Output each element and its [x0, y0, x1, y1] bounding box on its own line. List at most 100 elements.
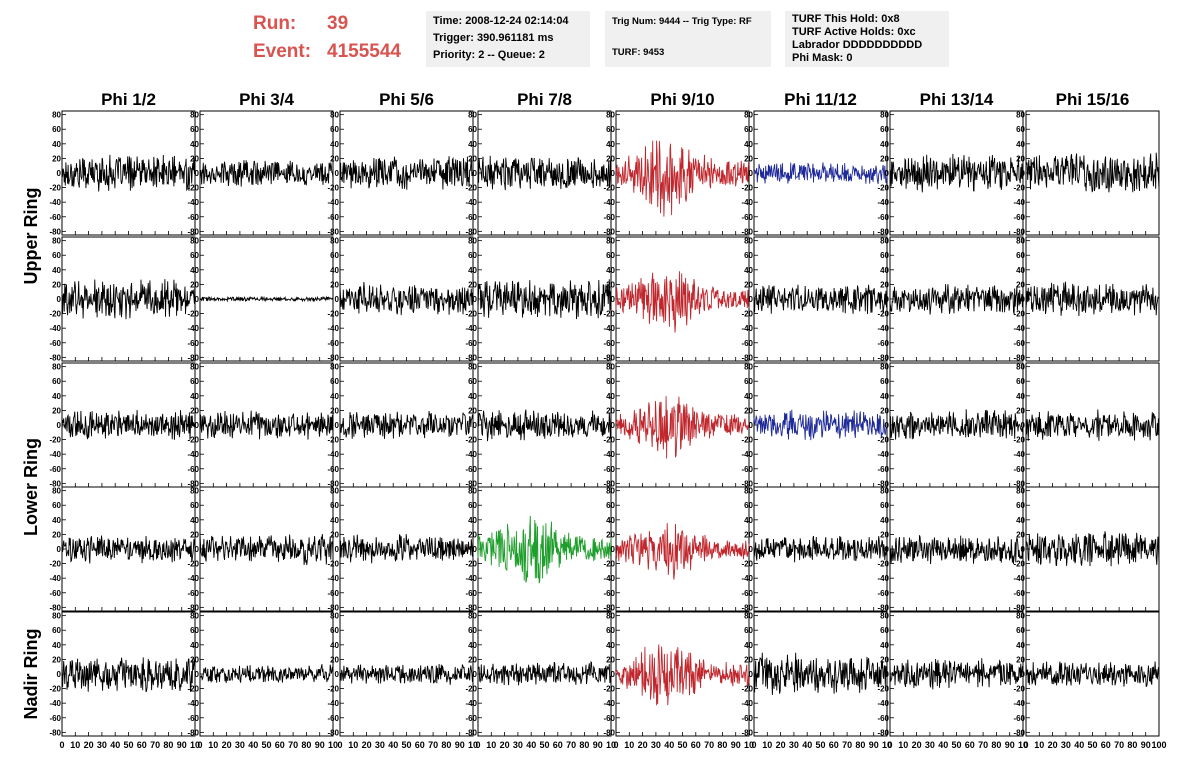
y-tick-label: 60 — [52, 377, 61, 386]
y-tick-label: -20 — [465, 560, 477, 569]
y-tick-label: -80 — [1013, 353, 1025, 362]
ring-label: Nadir Ring — [21, 628, 41, 719]
x-tick-label: 40 — [248, 740, 258, 750]
y-tick-label: 40 — [330, 392, 339, 401]
y-tick-label: -40 — [49, 198, 61, 207]
y-tick-label: -80 — [877, 728, 889, 737]
y-tick-label: 60 — [190, 377, 199, 386]
y-tick-label: -60 — [741, 213, 753, 222]
column-header: Phi 5/6 — [379, 90, 434, 109]
y-tick-label: -80 — [49, 603, 61, 612]
y-tick-label: 0 — [1021, 545, 1026, 554]
y-tick-label: 40 — [744, 266, 753, 275]
y-tick-label: 20 — [190, 655, 199, 664]
x-tick-label: 100 — [1151, 740, 1166, 750]
y-tick-label: 80 — [1016, 237, 1025, 246]
x-tick-label: 20 — [362, 740, 372, 750]
waveform-trace — [889, 658, 1024, 690]
waveform-trace — [477, 515, 612, 584]
y-tick-label: 40 — [468, 516, 477, 525]
y-tick-label: -40 — [603, 574, 615, 583]
x-tick-label: 80 — [855, 740, 865, 750]
y-tick-label: -20 — [327, 685, 339, 694]
waveform-trace — [615, 523, 750, 580]
y-tick-label: 60 — [606, 501, 615, 510]
y-tick-label: -60 — [187, 339, 199, 348]
y-tick-label: 80 — [606, 237, 615, 246]
waveform-trace — [339, 156, 474, 190]
y-tick-label: -20 — [465, 436, 477, 445]
y-tick-label: 0 — [611, 169, 616, 178]
x-tick-label: 80 — [441, 740, 451, 750]
y-tick-label: 60 — [330, 125, 339, 134]
column-header: Phi 15/16 — [1056, 90, 1130, 109]
y-tick-label: 40 — [330, 266, 339, 275]
y-tick-label: 60 — [744, 251, 753, 260]
x-tick-label: 60 — [275, 740, 285, 750]
y-tick-label: -60 — [187, 213, 199, 222]
x-tick-label: 30 — [1061, 740, 1071, 750]
y-tick-label: -20 — [187, 560, 199, 569]
x-tick-label: 70 — [428, 740, 438, 750]
x-tick-label: 70 — [566, 740, 576, 750]
y-tick-label: -20 — [49, 685, 61, 694]
y-tick-label: 20 — [606, 280, 615, 289]
y-tick-label: -80 — [603, 603, 615, 612]
waveform-trace — [889, 284, 1024, 315]
waveform-trace — [61, 535, 196, 564]
y-tick-label: -80 — [603, 353, 615, 362]
y-tick-label: -80 — [1013, 603, 1025, 612]
y-tick-label: -80 — [877, 603, 889, 612]
waveform-trace — [753, 652, 888, 696]
x-tick-label: 0 — [751, 740, 756, 750]
y-tick-label: 60 — [744, 377, 753, 386]
x-tick-label: 20 — [84, 740, 94, 750]
x-tick-label: 0 — [887, 740, 892, 750]
y-tick-label: 80 — [1016, 612, 1025, 621]
waveform-trace — [889, 535, 1024, 565]
y-tick-label: -80 — [327, 603, 339, 612]
x-tick-label: 40 — [526, 740, 536, 750]
y-tick-label: 40 — [468, 140, 477, 149]
y-tick-label: 20 — [744, 406, 753, 415]
y-tick-label: 80 — [52, 487, 61, 496]
y-tick-label: 0 — [749, 670, 754, 679]
y-tick-label: 0 — [57, 295, 62, 304]
y-tick-label: 40 — [190, 641, 199, 650]
y-tick-label: -80 — [49, 227, 61, 236]
y-tick-label: 0 — [195, 545, 200, 554]
y-tick-label: -80 — [49, 353, 61, 362]
y-tick-label: 0 — [1021, 295, 1026, 304]
y-tick-label: -60 — [603, 714, 615, 723]
y-tick-label: -60 — [1013, 714, 1025, 723]
y-tick-label: -60 — [741, 465, 753, 474]
x-tick-label: 60 — [137, 740, 147, 750]
x-tick-label: 30 — [375, 740, 385, 750]
y-tick-label: 80 — [880, 612, 889, 621]
x-tick-label: 50 — [677, 740, 687, 750]
column-header: Phi 13/14 — [920, 90, 994, 109]
x-tick-label: 10 — [744, 740, 754, 750]
y-tick-label: -80 — [1013, 227, 1025, 236]
y-tick-label: 20 — [468, 280, 477, 289]
y-tick-label: 80 — [330, 237, 339, 246]
x-tick-label: 50 — [815, 740, 825, 750]
y-tick-label: 60 — [1016, 377, 1025, 386]
turf-active-line: TURF Active Holds: 0xc — [792, 26, 916, 38]
y-tick-label: -60 — [465, 714, 477, 723]
x-tick-label: 90 — [455, 740, 465, 750]
y-tick-label: -20 — [1013, 560, 1025, 569]
y-tick-label: 80 — [880, 111, 889, 120]
x-tick-label: 30 — [651, 740, 661, 750]
y-tick-label: 0 — [611, 670, 616, 679]
y-tick-label: 0 — [57, 421, 62, 430]
y-tick-label: 60 — [1016, 626, 1025, 635]
y-tick-label: 80 — [190, 612, 199, 621]
y-tick-label: -20 — [49, 436, 61, 445]
x-tick-label: 10 — [190, 740, 200, 750]
y-tick-label: 40 — [190, 516, 199, 525]
y-tick-label: 20 — [190, 154, 199, 163]
y-tick-label: -20 — [187, 184, 199, 193]
y-tick-label: -80 — [187, 728, 199, 737]
y-tick-label: -40 — [877, 450, 889, 459]
